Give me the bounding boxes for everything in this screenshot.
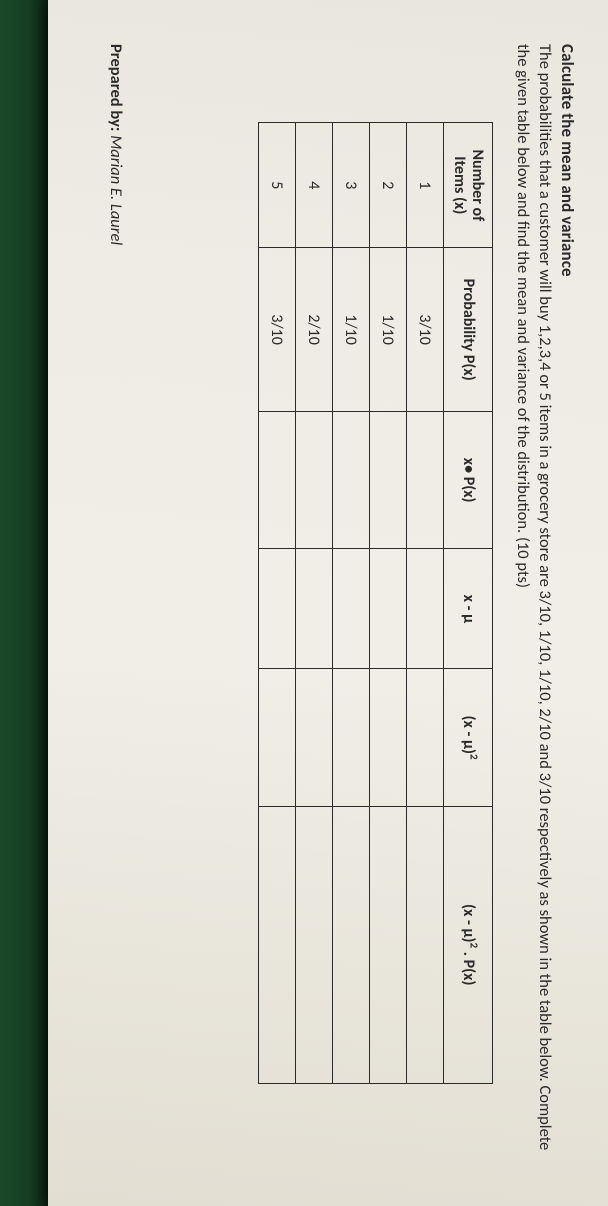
footer-prepared-by: Prepared by: Marian E. Laurel bbox=[106, 44, 126, 245]
prepared-by-label: Prepared by: bbox=[106, 44, 126, 135]
table-cell-x: 1 bbox=[406, 123, 443, 248]
table-cell-xm2p bbox=[258, 806, 295, 1083]
table-cell-xm bbox=[406, 549, 443, 669]
table-cell-xm2p bbox=[369, 806, 406, 1083]
table-cell-xm bbox=[295, 549, 332, 669]
table-cell-xm bbox=[369, 549, 406, 669]
table-cell-xm2p bbox=[332, 806, 369, 1083]
table-row: 21/10 bbox=[369, 123, 406, 1083]
table-cell-xm2p bbox=[295, 806, 332, 1083]
table-cell-xp bbox=[295, 411, 332, 548]
table-cell-xm2 bbox=[332, 669, 369, 806]
table-surface-shadow bbox=[0, 0, 48, 1206]
table-cell-xp bbox=[332, 411, 369, 548]
table-cell-p: 3/10 bbox=[406, 248, 443, 412]
distribution-table-body: 13/1021/1031/1042/1053/10 bbox=[258, 123, 443, 1083]
prepared-by-name: Marian E. Laurel bbox=[106, 135, 126, 245]
table-cell-xm2 bbox=[406, 669, 443, 806]
rotated-sheet-container: Calculate the mean and variance The prob… bbox=[0, 0, 608, 1206]
distribution-table: Number ofItems (x) Probability P(x) x• P… bbox=[258, 122, 494, 1083]
table-row: 31/10 bbox=[332, 123, 369, 1083]
table-cell-xm2p bbox=[406, 806, 443, 1083]
table-row: 42/10 bbox=[295, 123, 332, 1083]
table-cell-xm bbox=[332, 549, 369, 669]
table-row: 13/10 bbox=[406, 123, 443, 1083]
table-cell-xm2 bbox=[258, 669, 295, 806]
col-header-xmu2: (x - µ)2 bbox=[443, 669, 493, 806]
table-cell-xm2 bbox=[369, 669, 406, 806]
table-header-row: Number ofItems (x) Probability P(x) x• P… bbox=[443, 123, 493, 1083]
distribution-table-wrap: Number ofItems (x) Probability P(x) x• P… bbox=[258, 44, 494, 1162]
table-cell-x: 2 bbox=[369, 123, 406, 248]
col-header-xmu: x - µ bbox=[443, 549, 493, 669]
table-cell-x: 4 bbox=[295, 123, 332, 248]
table-cell-x: 5 bbox=[258, 123, 295, 248]
table-cell-p: 2/10 bbox=[295, 248, 332, 412]
table-cell-xp bbox=[369, 411, 406, 548]
table-cell-p: 3/10 bbox=[258, 248, 295, 412]
distribution-table-head: Number ofItems (x) Probability P(x) x• P… bbox=[443, 123, 493, 1083]
table-cell-xm bbox=[258, 549, 295, 669]
table-cell-xp bbox=[406, 411, 443, 548]
table-row: 53/10 bbox=[258, 123, 295, 1083]
table-cell-x: 3 bbox=[332, 123, 369, 248]
col-header-p: Probability P(x) bbox=[443, 248, 493, 412]
table-cell-p: 1/10 bbox=[369, 248, 406, 412]
problem-statement: The probabilities that a customer will b… bbox=[511, 44, 555, 1162]
col-header-x: Number ofItems (x) bbox=[443, 123, 493, 248]
table-cell-xm2 bbox=[295, 669, 332, 806]
col-header-xmu2p: (x - µ)2 . P(x) bbox=[443, 806, 493, 1083]
problem-title: Calculate the mean and variance bbox=[557, 44, 578, 1162]
table-cell-xp bbox=[258, 411, 295, 548]
col-header-xp: x• P(x) bbox=[443, 411, 493, 548]
table-cell-p: 1/10 bbox=[332, 248, 369, 412]
worksheet-paper: Calculate the mean and variance The prob… bbox=[48, 0, 608, 1206]
